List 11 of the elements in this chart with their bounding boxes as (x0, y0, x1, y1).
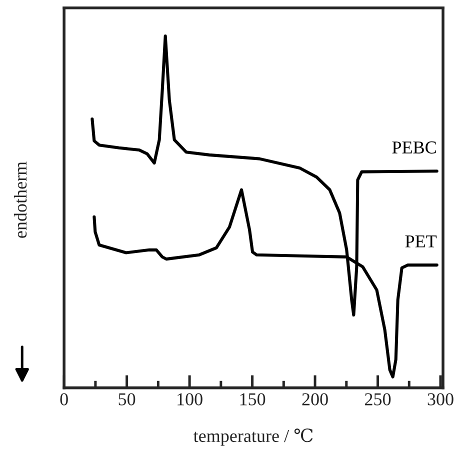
y-axis-title: endotherm (14, 162, 27, 238)
x-tick-label: 50 (118, 393, 136, 406)
x-tick-label: 300 (428, 393, 454, 406)
x-axis-title: temperature / ℃ (194, 428, 313, 446)
series-label: PEBC (392, 141, 436, 154)
x-tick-label: 100 (178, 393, 202, 406)
x-tick-label: 0 (60, 393, 68, 406)
series-label: PET (405, 235, 437, 248)
x-tick-label: 250 (365, 393, 391, 406)
x-tick-label: 150 (240, 393, 266, 406)
x-tick-label: 200 (302, 393, 328, 406)
